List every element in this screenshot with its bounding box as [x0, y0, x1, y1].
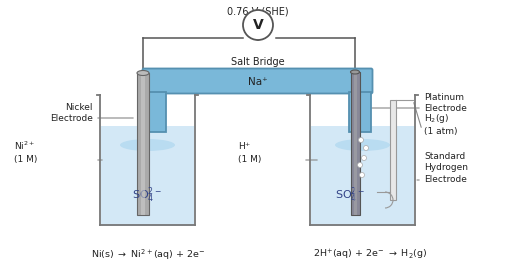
- Text: 0.76 V (SHE): 0.76 V (SHE): [227, 6, 289, 16]
- Text: Na⁺: Na⁺: [248, 77, 267, 87]
- Ellipse shape: [120, 139, 175, 151]
- FancyBboxPatch shape: [142, 68, 373, 94]
- Ellipse shape: [350, 70, 360, 74]
- Text: SO$_4^{2-}$: SO$_4^{2-}$: [335, 185, 365, 205]
- Ellipse shape: [137, 70, 149, 76]
- Ellipse shape: [335, 139, 390, 151]
- Circle shape: [360, 173, 364, 178]
- Bar: [141, 73, 145, 215]
- Bar: [349, 92, 371, 132]
- Text: Ni(s) $\rightarrow$ Ni$^{2+}$(aq) + 2e$^{-}$: Ni(s) $\rightarrow$ Ni$^{2+}$(aq) + 2e$^…: [91, 248, 205, 262]
- Bar: [351, 72, 360, 215]
- Text: Ni$^{2+}$
(1 M): Ni$^{2+}$ (1 M): [14, 140, 37, 164]
- Circle shape: [358, 162, 363, 167]
- Text: V: V: [253, 18, 263, 32]
- Text: Salt Bridge: Salt Bridge: [231, 57, 284, 67]
- Bar: [390, 100, 396, 200]
- Bar: [311, 126, 414, 226]
- Circle shape: [363, 145, 368, 151]
- Bar: [353, 72, 357, 215]
- Text: H$_2$(g)
(1 atm): H$_2$(g) (1 atm): [424, 112, 458, 136]
- Circle shape: [359, 138, 363, 143]
- Bar: [144, 92, 166, 132]
- Circle shape: [362, 156, 366, 161]
- Text: 2H$^{+}$(aq) + 2e$^{-}$ $\rightarrow$ H$_2$(g): 2H$^{+}$(aq) + 2e$^{-}$ $\rightarrow$ H$…: [313, 248, 427, 262]
- Text: H$^{+}$
(1 M): H$^{+}$ (1 M): [238, 140, 262, 164]
- Text: Standard
Hydrogen
Electrode: Standard Hydrogen Electrode: [424, 152, 468, 184]
- Circle shape: [243, 10, 273, 40]
- Bar: [137, 73, 149, 215]
- Bar: [101, 126, 194, 226]
- Text: Nickel
Electrode: Nickel Electrode: [50, 103, 93, 123]
- Text: Platinum
Electrode: Platinum Electrode: [424, 93, 467, 113]
- Text: SO$_4^{2-}$: SO$_4^{2-}$: [133, 185, 163, 205]
